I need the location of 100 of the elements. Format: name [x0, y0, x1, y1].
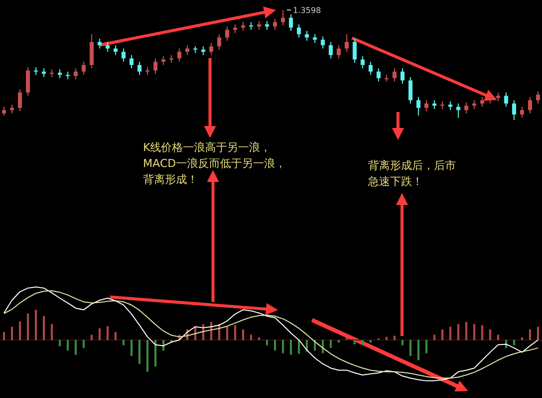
- candlestick: [344, 34, 349, 52]
- bar: [298, 340, 300, 354]
- candlestick: [177, 48, 182, 62]
- candlestick: [392, 68, 397, 82]
- candlestick: [480, 96, 484, 108]
- bar: [473, 324, 476, 340]
- candlestick: [82, 61, 86, 76]
- bar: [346, 337, 348, 340]
- candlestick: [153, 58, 158, 74]
- candlestick: [352, 38, 357, 64]
- bar: [258, 337, 260, 340]
- bar: [74, 340, 77, 355]
- candlestick: [512, 100, 516, 120]
- bar: [274, 340, 276, 351]
- candlestick: [304, 30, 309, 42]
- bar: [114, 332, 117, 340]
- candlestick: [74, 68, 78, 80]
- bar: [98, 328, 101, 340]
- bar: [402, 340, 404, 346]
- bar: [417, 340, 420, 360]
- candlestick: [456, 103, 460, 118]
- bar: [90, 334, 93, 340]
- bar: [242, 329, 244, 340]
- bar: [3, 332, 5, 340]
- bar: [106, 326, 109, 340]
- text: 急速下跌！: [367, 175, 423, 188]
- bar: [58, 340, 61, 346]
- candlestick: [336, 44, 341, 59]
- bar: [481, 325, 484, 340]
- bar: [433, 334, 436, 340]
- bar: [409, 340, 412, 356]
- candlestick: [217, 34, 222, 50]
- bar: [529, 329, 532, 340]
- bar: [322, 340, 324, 354]
- candlestick: [18, 88, 22, 112]
- bar: [338, 340, 340, 343]
- candlestick: [90, 34, 94, 69]
- bar: [266, 340, 268, 346]
- bar: [465, 322, 468, 340]
- bar: [146, 340, 148, 372]
- annotation: 1.3598: [292, 6, 321, 15]
- bar: [394, 336, 396, 340]
- candlestick: [288, 14, 293, 32]
- candlestick: [320, 36, 325, 49]
- candlestick: [185, 44, 190, 56]
- bar: [457, 324, 460, 340]
- candlestick: [114, 44, 118, 56]
- bar: [234, 325, 236, 340]
- bar: [10, 326, 13, 340]
- candlestick: [408, 76, 412, 104]
- candlestick: [520, 106, 524, 118]
- candlestick: [504, 92, 508, 108]
- text: 背离形成！: [143, 173, 198, 186]
- candlestick: [536, 90, 540, 104]
- bar: [362, 340, 364, 346]
- bar: [441, 329, 444, 340]
- bar: [34, 310, 37, 340]
- candlestick: [225, 26, 230, 42]
- bar: [66, 340, 69, 351]
- candlestick: [376, 68, 381, 82]
- bar: [330, 340, 332, 348]
- text: MACD一浪反而低于另一浪，: [143, 157, 286, 170]
- bar: [489, 329, 492, 340]
- candlestick: [130, 54, 134, 69]
- bar: [154, 340, 156, 366]
- bar: [449, 326, 452, 340]
- bar: [50, 324, 53, 340]
- text: 背离形成后，后市: [368, 159, 456, 172]
- bar: [18, 321, 21, 340]
- candlestick: [296, 24, 301, 38]
- candlestick: [137, 61, 142, 76]
- candlestick: [98, 38, 102, 49]
- candlestick: [416, 96, 420, 116]
- candlestick: [272, 18, 277, 30]
- candlestick: [106, 41, 110, 52]
- bar: [130, 340, 133, 356]
- text: K线价格一浪高于另一浪，: [143, 141, 272, 154]
- candlestick: [360, 56, 365, 69]
- bar: [250, 334, 252, 340]
- bar: [537, 326, 539, 340]
- candlestick: [280, 10, 285, 26]
- candlestick: [209, 42, 214, 56]
- bar: [82, 340, 85, 348]
- bar: [226, 326, 228, 340]
- bar: [42, 316, 45, 340]
- bar: [290, 340, 292, 355]
- candlestick: [368, 61, 373, 76]
- candlestick: [122, 48, 126, 62]
- candlestick: [26, 66, 30, 96]
- bar: [497, 334, 500, 340]
- bar: [138, 340, 140, 364]
- bar: [122, 340, 125, 346]
- bar: [513, 340, 516, 346]
- bar: [354, 340, 356, 344]
- candlestick: [528, 96, 532, 114]
- bar: [282, 340, 284, 354]
- candlestick: [464, 102, 468, 114]
- candlestick: [424, 100, 428, 112]
- candlestick: [328, 41, 333, 59]
- bar: [425, 340, 428, 354]
